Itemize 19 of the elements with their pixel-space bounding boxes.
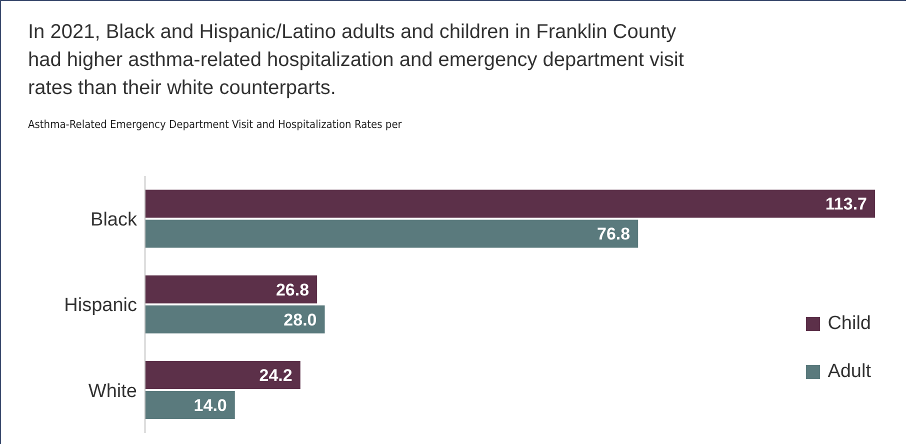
data-label: 113.7: [825, 194, 867, 214]
bar: [145, 190, 875, 218]
chart-title: In 2021, Black and Hispanic/Latino adults and children in Franklin County had higher asthma-related hospitalization and emergency department visit rates than their white counterparts.: [28, 20, 685, 101]
bar: [145, 220, 638, 248]
legend-label: Child: [828, 313, 871, 335]
chart-subtitle: Asthma-Related Emergency Department Visit and Hospitalization Rates per: [28, 118, 402, 131]
data-label: 24.2: [259, 366, 292, 385]
bar: [145, 275, 318, 304]
data-label: 28.0: [284, 310, 317, 330]
y-tick-label: Black: [90, 210, 138, 231]
y-tick-label: Hispanic: [64, 295, 137, 316]
data-label: 76.8: [596, 224, 630, 244]
legend-label: Adult: [828, 361, 871, 383]
bar: [145, 361, 300, 390]
data-label: 26.8: [276, 280, 310, 300]
data-label: 14.0: [194, 396, 227, 415]
y-tick-label: White: [88, 380, 137, 402]
bar: [145, 391, 235, 420]
bar: [145, 305, 325, 334]
